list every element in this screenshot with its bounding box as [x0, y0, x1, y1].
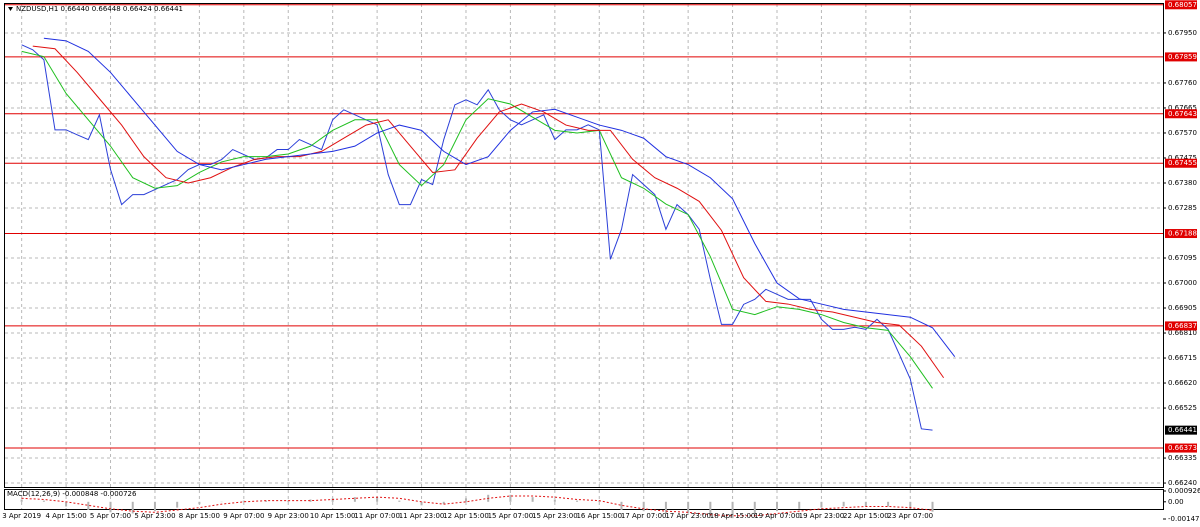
- y-tick-label: 0.66335: [1168, 454, 1197, 462]
- macd-bar: [421, 502, 423, 506]
- macd-bar: [198, 502, 200, 504]
- y-tick-label: 0.67000: [1168, 279, 1197, 287]
- x-tick-label: 18 Apr 15:00: [710, 512, 756, 520]
- macd-bar: [932, 502, 934, 512]
- macd-bar: [332, 498, 334, 502]
- y-tick-label: 0.66525: [1168, 404, 1197, 412]
- level-label: 0.67643: [1168, 110, 1197, 118]
- macd-bar: [620, 502, 622, 510]
- macd-bar: [887, 502, 889, 507]
- x-tick-label: 15 Apr 07:00: [488, 512, 534, 520]
- x-tick-label: 12 Apr 15:00: [443, 512, 489, 520]
- y-tick-label: 0.66715: [1168, 354, 1197, 362]
- y-tick-label: 0.67760: [1168, 79, 1197, 87]
- x-tick-label: 11 Apr 07:00: [354, 512, 400, 520]
- macd-bar: [354, 497, 356, 502]
- level-label: 0.67188: [1168, 230, 1197, 238]
- macd-bar: [21, 499, 23, 501]
- level-label: 0.67859: [1168, 53, 1197, 61]
- y-tick-label: 0.67950: [1168, 29, 1197, 37]
- symbol-header: NZDUSD,H1 0.66440 0.66448 0.66424 0.6644…: [16, 5, 183, 13]
- macd-bar: [176, 502, 178, 508]
- x-tick-label: 16 Apr 15:00: [576, 512, 622, 520]
- macd-bar: [110, 502, 112, 513]
- level-label: 0.66837: [1168, 322, 1197, 330]
- x-tick-label: 9 Apr 07:00: [223, 512, 264, 520]
- x-tick-label: 4 Apr 15:00: [45, 512, 86, 520]
- y-tick-label: 0.66905: [1168, 304, 1197, 312]
- macd-bar: [65, 502, 67, 507]
- x-tick-label: 17 Apr 07:00: [621, 512, 667, 520]
- macd-bar: [398, 501, 400, 502]
- y-tick-label: 0.66620: [1168, 379, 1197, 387]
- x-tick-label: 15 Apr 23:00: [532, 512, 578, 520]
- macd-bar: [154, 502, 156, 511]
- macd-header: MACD(12,26,9) -0.000848 -0.000726: [7, 490, 137, 498]
- x-tick-label: 23 Apr 07:00: [887, 512, 933, 520]
- x-tick-label: 5 Apr 07:00: [90, 512, 131, 520]
- x-tick-label: 8 Apr 15:00: [179, 512, 220, 520]
- level-label: 0.67455: [1168, 159, 1197, 167]
- y-tick-label: 0.67095: [1168, 254, 1197, 262]
- macd-bar: [87, 502, 89, 510]
- macd-bar: [576, 501, 578, 502]
- x-tick-label: 22 Apr 15:00: [843, 512, 889, 520]
- macd-bar: [820, 502, 822, 508]
- macd-bar: [532, 497, 534, 502]
- level-label: 0.66373: [1168, 444, 1197, 452]
- y-tick-label: 0.67380: [1168, 179, 1197, 187]
- macd-bar: [554, 499, 556, 501]
- macd-bar: [465, 498, 467, 502]
- x-tick-label: 17 Apr 23:00: [665, 512, 711, 520]
- macd-bar: [798, 502, 800, 509]
- y-tick-label: 0.67285: [1168, 204, 1197, 212]
- macd-bar: [376, 497, 378, 502]
- level-label: 0.68057: [1168, 1, 1197, 9]
- macd-y-tick-label: 0.00: [1168, 498, 1184, 506]
- x-tick-label: 3 Apr 2019: [2, 512, 41, 520]
- x-tick-label: 19 Apr 07:00: [754, 512, 800, 520]
- macd-bar: [776, 502, 778, 511]
- macd-bar: [843, 502, 845, 507]
- x-tick-label: 11 Apr 23:00: [399, 512, 445, 520]
- last-price-label: 0.66441: [1168, 426, 1197, 434]
- macd-bar: [643, 502, 645, 511]
- macd-y-tick-label: -0.001473: [1168, 515, 1200, 523]
- x-tick-label: 19 Apr 23:00: [799, 512, 845, 520]
- macd-bar: [865, 502, 867, 507]
- macd-y-tick-label: 0.000926: [1168, 487, 1200, 495]
- x-tick-label: 10 Apr 15:00: [310, 512, 356, 520]
- x-tick-label: 5 Apr 23:00: [134, 512, 175, 520]
- macd-bar: [43, 501, 45, 502]
- y-tick-label: 0.66240: [1168, 479, 1197, 487]
- y-tick-label: 0.67570: [1168, 129, 1197, 137]
- x-tick-label: 9 Apr 23:00: [268, 512, 309, 520]
